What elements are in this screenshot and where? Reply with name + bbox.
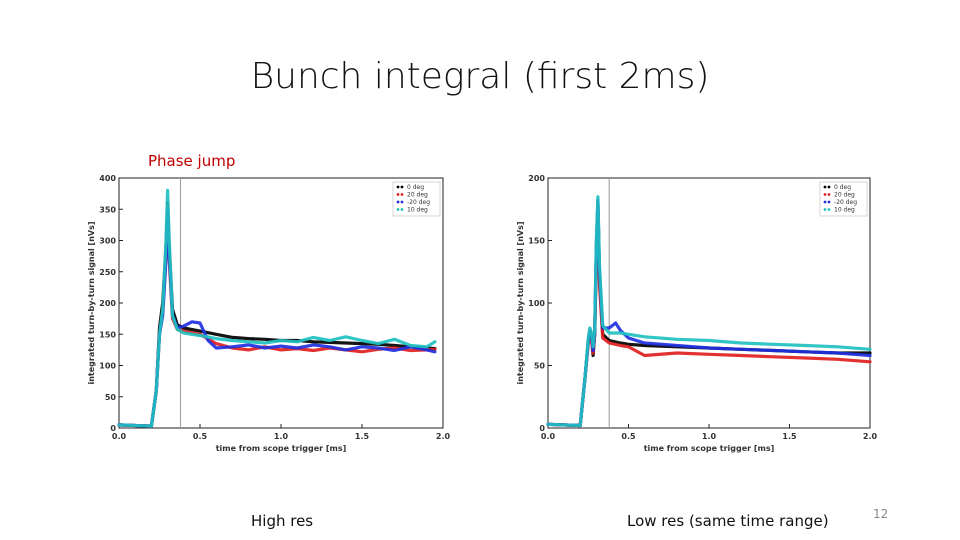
high-res-legend-label: 0 deg — [407, 184, 424, 191]
low-res-legend-label: -20 deg — [834, 199, 857, 206]
low-res-legend-marker — [823, 200, 827, 204]
high-res-legend-label: -20 deg — [407, 199, 430, 206]
low-res-xtick-label: 0.5 — [621, 432, 636, 441]
high-res-xtick-label: 0.0 — [112, 432, 127, 441]
low-res-ylabel: integrated turn-by-turn signal [nVs] — [516, 221, 525, 384]
high-res-xtick-label: 2.0 — [436, 432, 451, 441]
low-res-legend-marker — [827, 185, 831, 189]
page-number: 12 — [873, 507, 889, 521]
low-res-legend-marker — [827, 200, 831, 204]
high-res-plot: 0.0 0.5 1.0 1.5 2.0 0 50 100 150 200 250 300 350 400 t… — [87, 174, 451, 453]
high-res-legend-label: 10 deg — [407, 207, 428, 214]
high-res-legend-marker — [400, 200, 404, 204]
low-res-legend-marker — [823, 193, 827, 196]
low-res-legend-marker — [823, 208, 827, 211]
high-res-xlabel: time from scope trigger [ms] — [216, 444, 347, 453]
low-res-xtick-label: 0.0 — [541, 432, 556, 441]
slide-title: Bunch integral (first 2ms) — [250, 56, 710, 97]
high-res-ytick-label: 250 — [99, 268, 116, 277]
low-res-legend-marker — [827, 193, 831, 196]
high-res-ytick-label: 150 — [99, 330, 116, 339]
high-res-legend-label: 20 deg — [407, 192, 428, 199]
low-res-ticks: 0.0 0.5 1.0 1.5 2.0 0 50 100 150 200 — [528, 174, 877, 441]
low-res-ytick-label: 100 — [528, 299, 545, 308]
high-res-series-10-deg — [117, 188, 437, 428]
high-res-ticks: 0.0 0.5 1.0 1.5 2.0 0 50 100 150 200 250 300 350 400 — [99, 174, 450, 441]
low-res-xlabel: time from scope trigger [ms] — [644, 444, 775, 453]
high-res-ytick-label: 400 — [99, 174, 116, 183]
high-res-legend-marker — [396, 200, 400, 204]
low-res-ytick-label: 0 — [539, 424, 545, 433]
high-res-ytick-label: 300 — [99, 237, 116, 246]
low-res-plot: 0.0 0.5 1.0 1.5 2.0 0 50 100 150 200 time from sco… — [516, 174, 878, 453]
low-res-legend-label: 10 deg — [834, 207, 855, 214]
low-res-ytick-label: 50 — [534, 362, 546, 371]
high-res-xtick-label: 1.0 — [274, 432, 289, 441]
high-res-ytick-label: 0 — [110, 424, 116, 433]
high-res-ytick-label: 200 — [99, 299, 116, 308]
high-res-xtick-label: 1.5 — [355, 432, 370, 441]
low-res-legend-label: 20 deg — [834, 192, 855, 199]
low-res-legend-marker — [827, 208, 831, 211]
caption-low-res: Low res (same time range) — [627, 512, 829, 530]
low-res-xtick-label: 2.0 — [863, 432, 878, 441]
caption-high-res: High res — [251, 512, 314, 530]
high-res-legend-marker — [396, 208, 400, 211]
high-res-ytick-label: 100 — [99, 362, 116, 371]
high-res-ylabel: integrated turn-by-turn signal [nVs] — [87, 221, 96, 384]
low-res-legend-marker — [823, 185, 827, 189]
high-res-ytick-label: 350 — [99, 205, 116, 214]
high-res-xtick-label: 0.5 — [193, 432, 208, 441]
high-res-ytick-label: 50 — [105, 393, 117, 402]
high-res-legend-marker — [400, 185, 404, 189]
high-res-legend-marker — [396, 193, 400, 196]
low-res-ytick-label: 200 — [528, 174, 545, 183]
low-res-legend-label: 0 deg — [834, 184, 851, 191]
low-res-ytick-label: 150 — [528, 237, 545, 246]
low-res-xtick-label: 1.0 — [702, 432, 717, 441]
high-res-legend-marker — [400, 208, 404, 211]
high-res-legend-marker — [400, 193, 404, 196]
phase-jump-label: Phase jump — [148, 152, 236, 170]
low-res-series-10-deg — [546, 195, 872, 428]
low-res-xtick-label: 1.5 — [782, 432, 797, 441]
high-res-legend-marker — [396, 185, 400, 189]
